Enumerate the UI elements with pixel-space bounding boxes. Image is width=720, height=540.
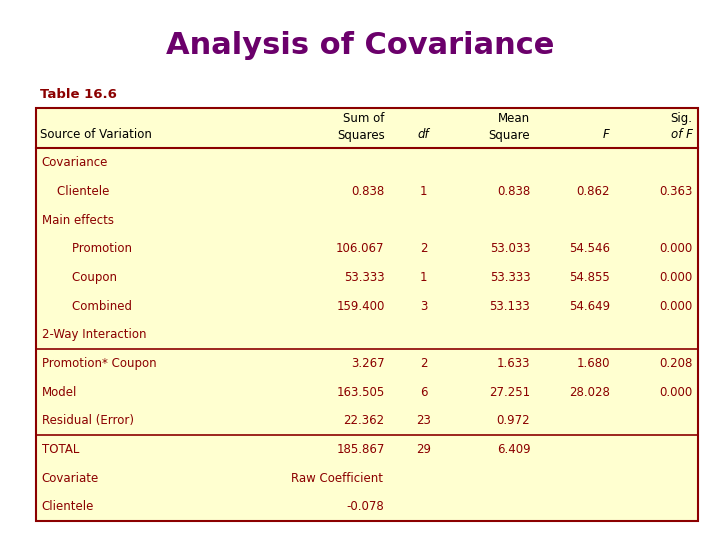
Text: 0.000: 0.000 <box>660 386 693 399</box>
Text: 22.362: 22.362 <box>343 414 384 427</box>
Text: 6.409: 6.409 <box>497 443 531 456</box>
Text: Promotion* Coupon: Promotion* Coupon <box>42 357 156 370</box>
FancyBboxPatch shape <box>36 108 698 521</box>
Text: 185.867: 185.867 <box>336 443 384 456</box>
Text: Raw Coefficient: Raw Coefficient <box>292 471 383 484</box>
Text: 54.546: 54.546 <box>569 242 610 255</box>
Text: 53.333: 53.333 <box>490 271 531 284</box>
Text: 29: 29 <box>416 443 431 456</box>
Text: Source of Variation: Source of Variation <box>40 129 151 141</box>
Text: Analysis of Covariance: Analysis of Covariance <box>166 31 554 60</box>
Text: F: F <box>603 129 610 141</box>
Text: 106.067: 106.067 <box>336 242 384 255</box>
Text: 0.838: 0.838 <box>351 185 384 198</box>
Text: 0.000: 0.000 <box>660 242 693 255</box>
Text: TOTAL: TOTAL <box>42 443 79 456</box>
Text: Residual (Error): Residual (Error) <box>42 414 134 427</box>
Text: Clientele: Clientele <box>42 185 109 198</box>
Text: 159.400: 159.400 <box>336 300 384 313</box>
Text: 2: 2 <box>420 357 427 370</box>
Text: Combined: Combined <box>42 300 132 313</box>
Text: Square: Square <box>489 129 531 141</box>
Text: 54.649: 54.649 <box>569 300 610 313</box>
Text: 1: 1 <box>420 271 427 284</box>
Text: 3: 3 <box>420 300 427 313</box>
Text: of F: of F <box>671 129 693 141</box>
Text: 0.208: 0.208 <box>660 357 693 370</box>
Text: 0.000: 0.000 <box>660 300 693 313</box>
Text: Squares: Squares <box>337 129 384 141</box>
Text: 53.133: 53.133 <box>490 300 531 313</box>
Text: Main effects: Main effects <box>42 214 114 227</box>
Text: 1.680: 1.680 <box>576 357 610 370</box>
Text: 0.363: 0.363 <box>660 185 693 198</box>
Text: -0.078: -0.078 <box>347 500 384 513</box>
Text: 2-Way Interaction: 2-Way Interaction <box>42 328 146 341</box>
Text: Promotion: Promotion <box>42 242 132 255</box>
Text: 53.033: 53.033 <box>490 242 531 255</box>
Text: 163.505: 163.505 <box>336 386 384 399</box>
Text: Sum of: Sum of <box>343 112 384 125</box>
Text: 0.862: 0.862 <box>576 185 610 198</box>
Text: 1.633: 1.633 <box>497 357 531 370</box>
Text: 3.267: 3.267 <box>351 357 384 370</box>
Text: df: df <box>418 129 429 141</box>
Text: 28.028: 28.028 <box>569 386 610 399</box>
Text: 6: 6 <box>420 386 427 399</box>
Text: 53.333: 53.333 <box>344 271 384 284</box>
Text: 0.838: 0.838 <box>497 185 531 198</box>
Text: 54.855: 54.855 <box>569 271 610 284</box>
Text: 2: 2 <box>420 242 427 255</box>
Text: 1: 1 <box>420 185 427 198</box>
Text: 0.000: 0.000 <box>660 271 693 284</box>
Text: 27.251: 27.251 <box>489 386 531 399</box>
Text: Mean: Mean <box>498 112 531 125</box>
Text: Table 16.6: Table 16.6 <box>40 88 117 101</box>
Text: Model: Model <box>42 386 77 399</box>
Text: Covariance: Covariance <box>42 157 108 170</box>
Text: 23: 23 <box>416 414 431 427</box>
Text: Sig.: Sig. <box>670 112 693 125</box>
Text: Covariate: Covariate <box>42 471 99 484</box>
Text: Clientele: Clientele <box>42 500 94 513</box>
Text: 0.972: 0.972 <box>497 414 531 427</box>
Text: Coupon: Coupon <box>42 271 117 284</box>
